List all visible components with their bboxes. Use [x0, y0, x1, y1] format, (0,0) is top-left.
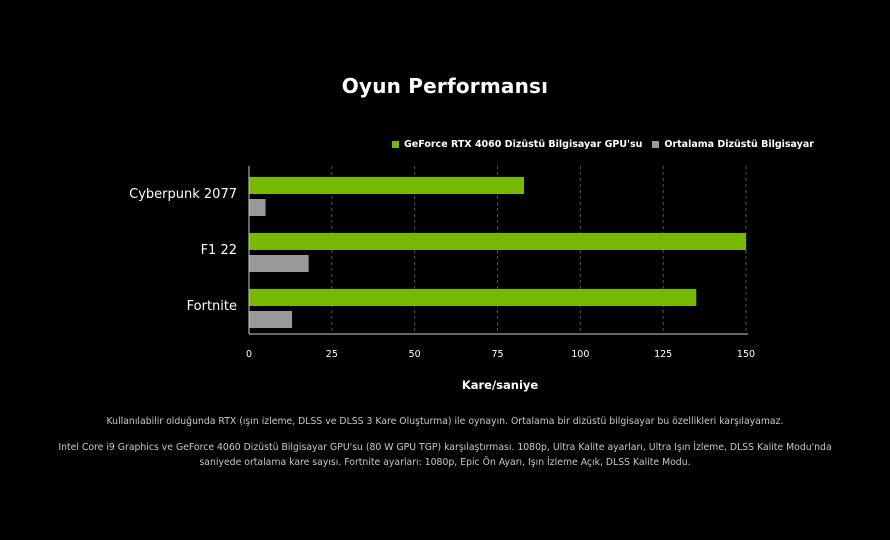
legend-label-rtx: GeForce RTX 4060 Dizüstü Bilgisayar GPU'…: [404, 139, 643, 150]
legend-item-rtx: GeForce RTX 4060 Dizüstü Bilgisayar GPU'…: [392, 139, 642, 150]
legend-swatch-average: [652, 141, 660, 148]
x-tick-label: 150: [737, 349, 755, 360]
bar-rtx: [249, 177, 525, 194]
chart-legend: GeForce RTX 4060 Dizüstü Bilgisayar GPU'…: [392, 139, 824, 150]
category-label: Fortnite: [187, 299, 237, 314]
x-tick-label: 75: [491, 349, 503, 360]
bar-rtx: [249, 289, 697, 306]
bar-rtx: [249, 233, 746, 250]
x-tick-label: 125: [654, 349, 672, 360]
x-tick-label: 0: [246, 349, 252, 360]
chart-title: Oyun Performansı: [341, 74, 549, 98]
bar-average: [249, 255, 309, 272]
x-tick-label: 50: [409, 349, 421, 360]
category-label: F1 22: [201, 243, 237, 258]
footnote-2: Intel Core i9 Graphics ve GeForce 4060 D…: [58, 442, 832, 468]
x-tick-label: 100: [571, 349, 589, 360]
legend-item-average: Ortalama Dizüstü Bilgisayar: [652, 139, 814, 150]
legend-label-average: Ortalama Dizüstü Bilgisayar: [664, 139, 814, 150]
legend-swatch-rtx: [392, 141, 399, 148]
bar-average: [249, 311, 293, 328]
x-axis-title: Kare/saniye: [461, 378, 539, 392]
x-tick-label: 25: [326, 349, 338, 360]
footnote-1: Kullanılabilir olduğunda RTX (ışın izlem…: [106, 416, 784, 427]
bar-average: [249, 199, 266, 216]
category-label: Cyberpunk 2077: [129, 187, 237, 202]
